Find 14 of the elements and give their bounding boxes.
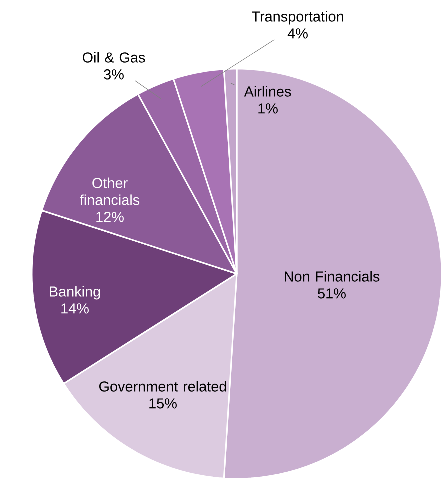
data-label: 4% [288,28,308,39]
slice-label: Other financials [80,178,140,206]
slice-label: Oil & Gas [82,52,146,63]
slice-label: Non Financials [285,271,380,282]
slice-label: Transportation [252,11,344,25]
slice-label: Banking [50,286,100,300]
data-label: 1% [258,104,278,114]
data-label: 15% [150,398,177,409]
data-label: 51% [318,288,346,299]
slice-label: Airlines [244,86,292,97]
data-label: 3% [104,70,124,80]
data-label: 12% [96,212,124,222]
slice-label: Government related [100,381,226,392]
data-label: 14% [62,304,89,314]
